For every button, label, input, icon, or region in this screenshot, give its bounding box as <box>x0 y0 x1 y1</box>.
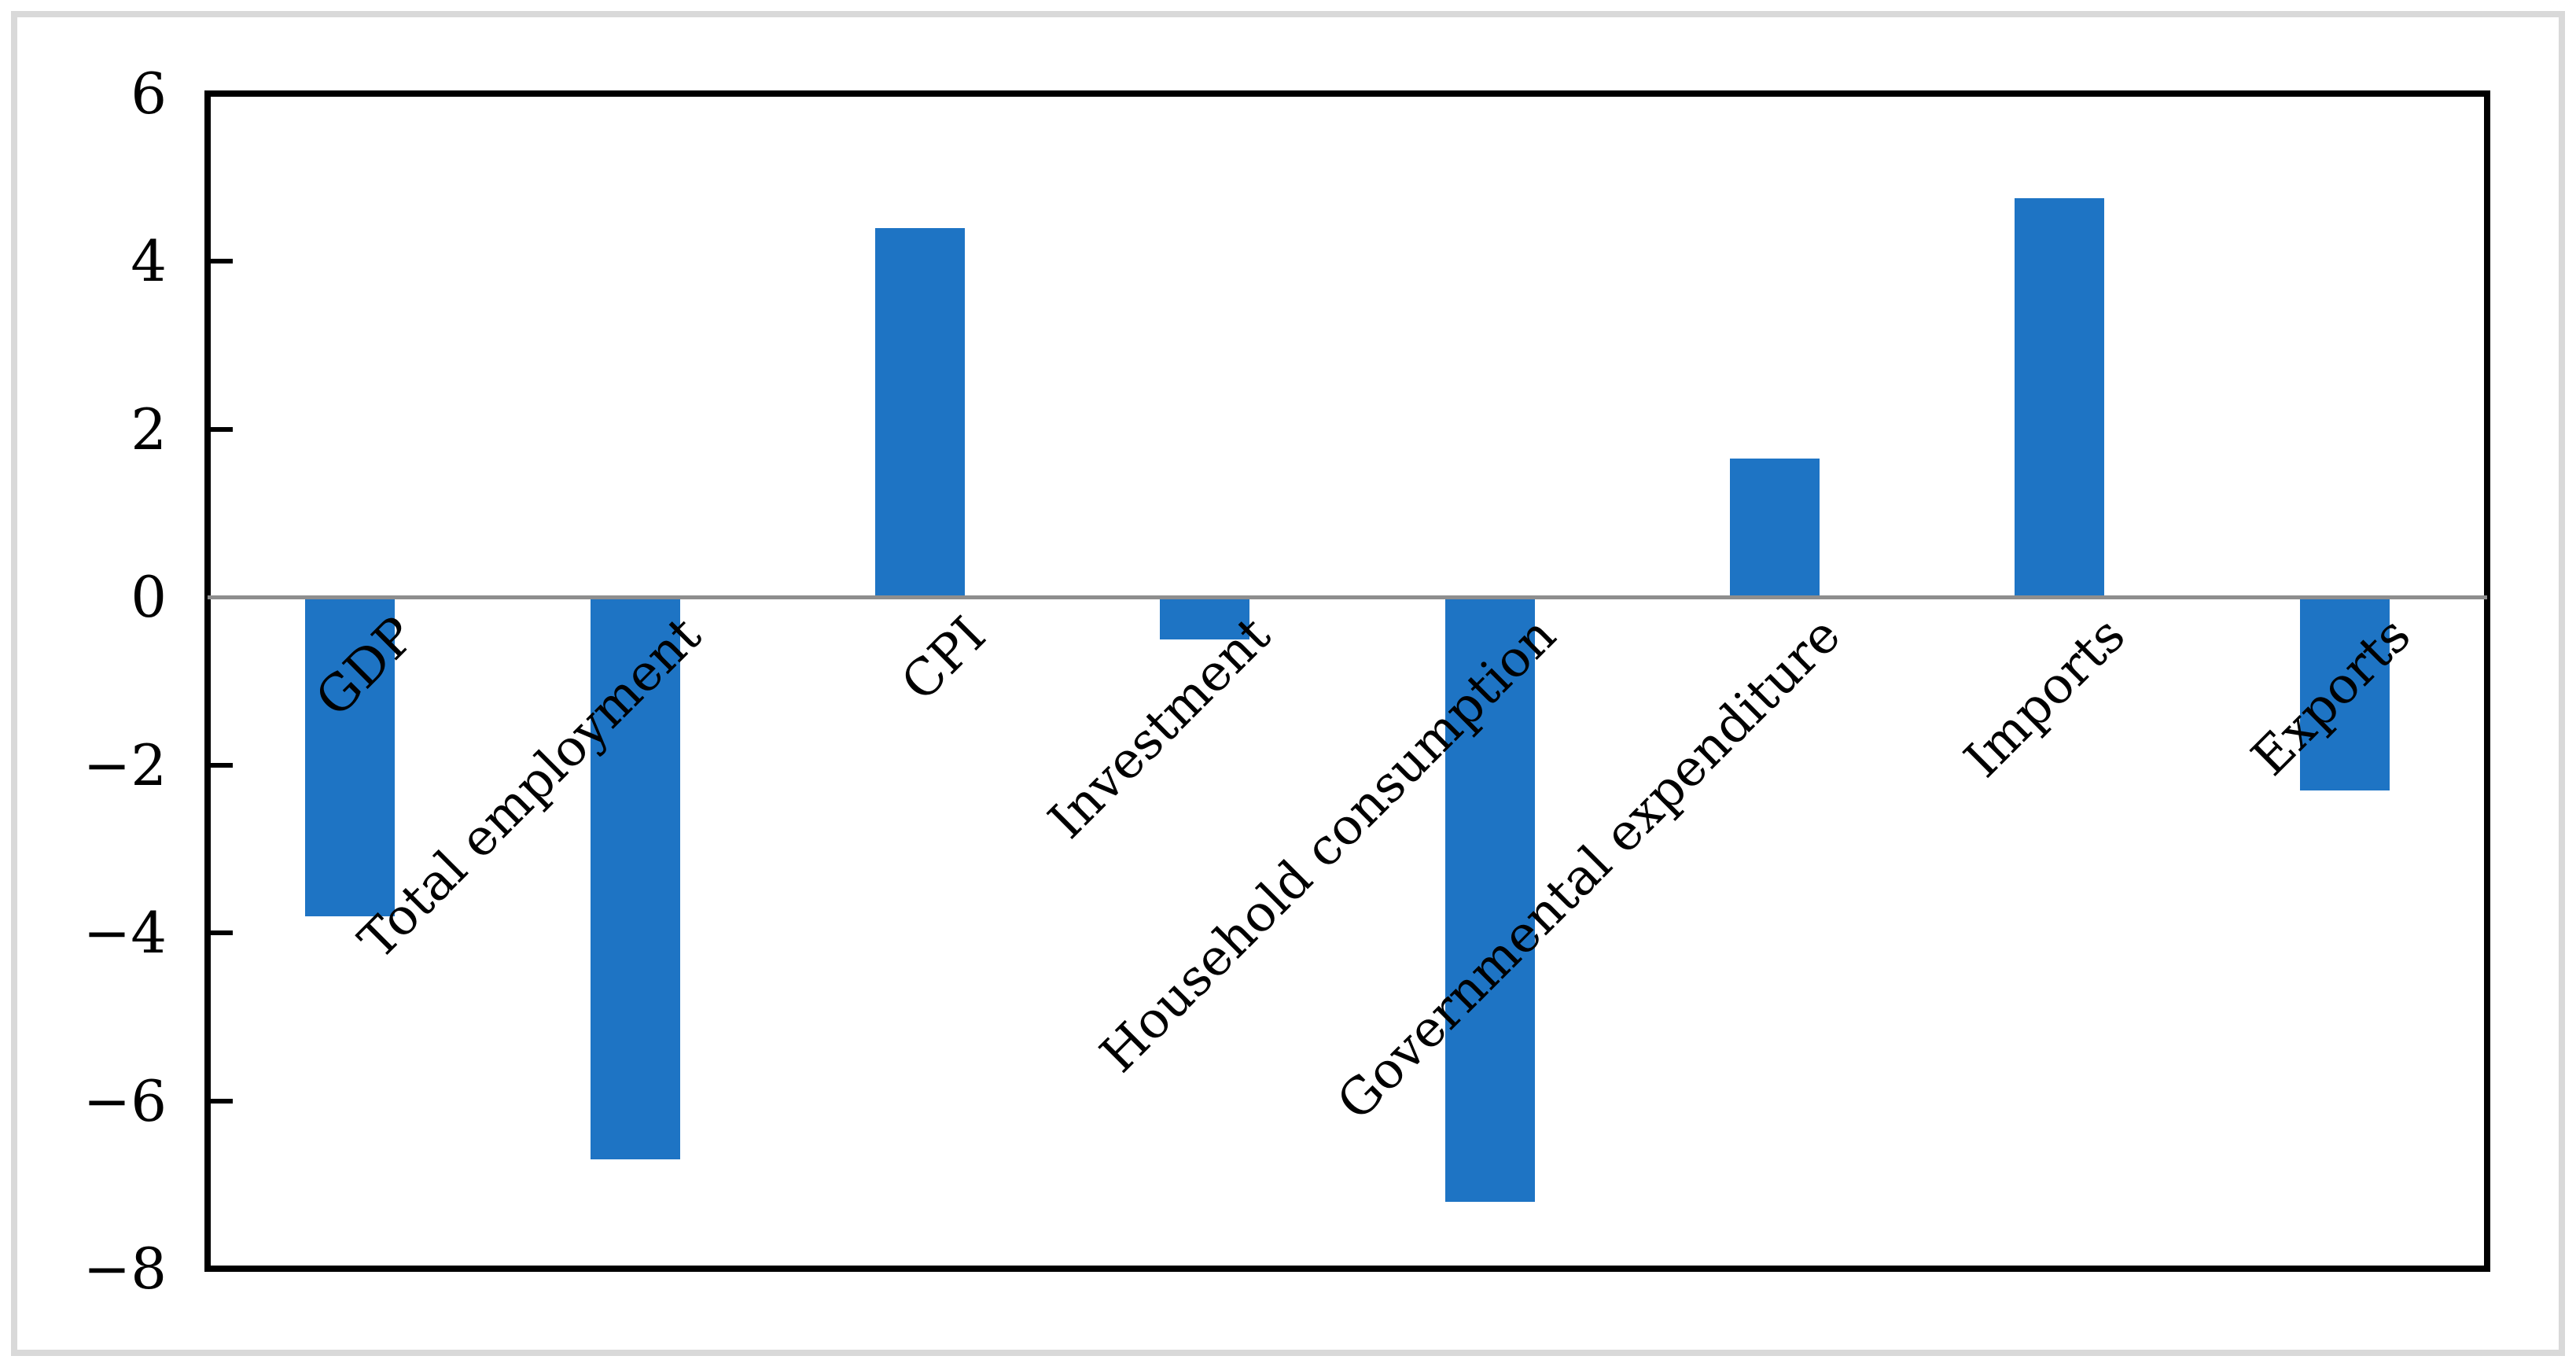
y-tick-label--4: −4 <box>83 900 167 967</box>
y-tick-label-6: 6 <box>131 61 167 127</box>
bar-household-consumption <box>1444 597 1535 1202</box>
bar-investment <box>1160 597 1250 639</box>
chart-outer-border <box>11 11 2565 1356</box>
plot-area-frame <box>204 90 2490 1272</box>
bar-total-employment <box>590 597 680 1160</box>
y-tick-mark--2 <box>208 762 233 768</box>
y-tick-label--8: −8 <box>83 1236 167 1302</box>
y-tick-label-2: 2 <box>131 396 167 462</box>
bar-exports <box>2299 597 2390 790</box>
y-tick-mark--4 <box>208 930 233 936</box>
zero-baseline <box>208 595 2487 599</box>
y-tick-label--2: −2 <box>83 731 167 798</box>
y-tick-label-0: 0 <box>131 564 167 631</box>
y-tick-mark-4 <box>208 259 233 264</box>
bar-governmental-expenditure <box>1730 459 1820 598</box>
bar-imports <box>2015 198 2105 598</box>
y-tick-mark-2 <box>208 426 233 432</box>
bar-cpi <box>874 227 965 598</box>
bar-gdp <box>305 597 396 916</box>
y-tick-label--6: −6 <box>83 1067 167 1134</box>
y-tick-label-4: 4 <box>131 228 167 295</box>
y-tick-mark--6 <box>208 1098 233 1104</box>
